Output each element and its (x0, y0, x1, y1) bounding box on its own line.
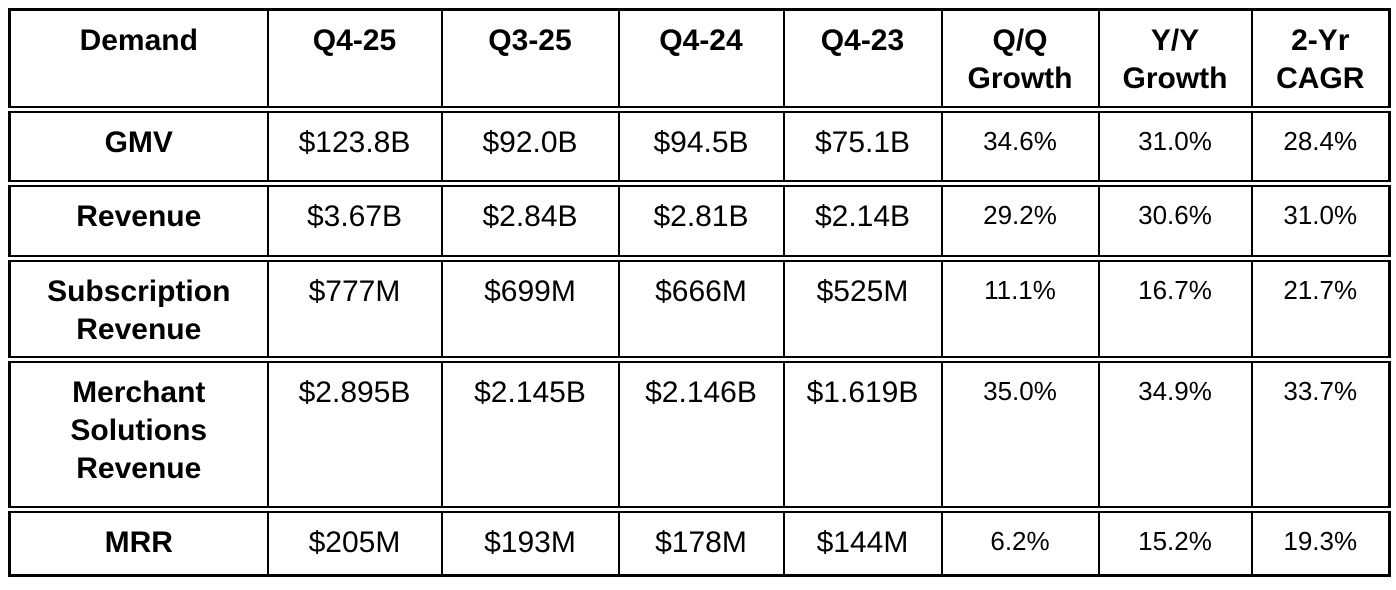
value-cell: $193M (440, 509, 620, 576)
value-cell: $1.619B (782, 359, 943, 510)
header-cell-demand: Demand (8, 9, 269, 110)
value-cell: $666M (617, 258, 785, 360)
row-label-gmv: GMV (8, 109, 269, 184)
header-row: Demand Q4-25 Q3-25 Q4-24 Q4-23 Q/Q Growt… (8, 9, 1391, 110)
row-label-subscription-revenue: Subscription Revenue (8, 258, 269, 360)
header-cell-q3-25: Q3-25 (440, 9, 620, 110)
row-label-merchant-solutions-revenue: Merchant Solutions Revenue (8, 359, 269, 510)
table-row-merchant-solutions-revenue: Merchant Solutions Revenue $2.895B $2.14… (8, 359, 1391, 510)
value-cell: $2.14B (782, 183, 943, 259)
value-cell: $178M (617, 509, 785, 576)
value-cell: $123.8B (266, 109, 443, 184)
table-row-gmv: GMV $123.8B $92.0B $94.5B $75.1B 34.6% 3… (8, 109, 1391, 184)
value-cell: 16.7% (1097, 258, 1253, 360)
value-cell: $3.67B (266, 183, 443, 259)
table-row-mrr: MRR $205M $193M $178M $144M 6.2% 15.2% 1… (8, 509, 1391, 576)
value-cell: 19.3% (1250, 509, 1391, 576)
row-label-mrr: MRR (8, 509, 269, 576)
value-cell: 21.7% (1250, 258, 1391, 360)
value-cell: 31.0% (1250, 183, 1391, 259)
value-cell: 31.0% (1097, 109, 1253, 184)
value-cell: $2.81B (617, 183, 785, 259)
value-cell: 6.2% (940, 509, 1100, 576)
value-cell: $205M (266, 509, 443, 576)
value-cell: 29.2% (940, 183, 1100, 259)
header-cell-q4-25: Q4-25 (266, 9, 443, 110)
table-row-revenue: Revenue $3.67B $2.84B $2.81B $2.14B 29.2… (8, 183, 1391, 259)
value-cell: 34.9% (1097, 359, 1253, 510)
value-cell: $777M (266, 258, 443, 360)
value-cell: $94.5B (617, 109, 785, 184)
value-cell: $92.0B (440, 109, 620, 184)
demand-metrics-table: Demand Q4-25 Q3-25 Q4-24 Q4-23 Q/Q Growt… (8, 8, 1391, 577)
row-label-revenue: Revenue (8, 183, 269, 259)
value-cell: $2.84B (440, 183, 620, 259)
header-cell-2yr-cagr: 2-Yr CAGR (1250, 9, 1391, 110)
value-cell: 28.4% (1250, 109, 1391, 184)
table-row-subscription-revenue: Subscription Revenue $777M $699M $666M $… (8, 258, 1391, 360)
value-cell: 35.0% (940, 359, 1100, 510)
value-cell: 15.2% (1097, 509, 1253, 576)
value-cell: 33.7% (1250, 359, 1391, 510)
value-cell: $2.146B (617, 359, 785, 510)
header-cell-qq-growth: Q/Q Growth (940, 9, 1100, 110)
value-cell: $525M (782, 258, 943, 360)
value-cell: 11.1% (940, 258, 1100, 360)
header-cell-yy-growth: Y/Y Growth (1097, 9, 1253, 110)
value-cell: 34.6% (940, 109, 1100, 184)
header-cell-q4-23: Q4-23 (782, 9, 943, 110)
header-cell-q4-24: Q4-24 (617, 9, 785, 110)
value-cell: $75.1B (782, 109, 943, 184)
value-cell: $144M (782, 509, 943, 576)
value-cell: $2.895B (266, 359, 443, 510)
value-cell: $2.145B (440, 359, 620, 510)
value-cell: 30.6% (1097, 183, 1253, 259)
value-cell: $699M (440, 258, 620, 360)
